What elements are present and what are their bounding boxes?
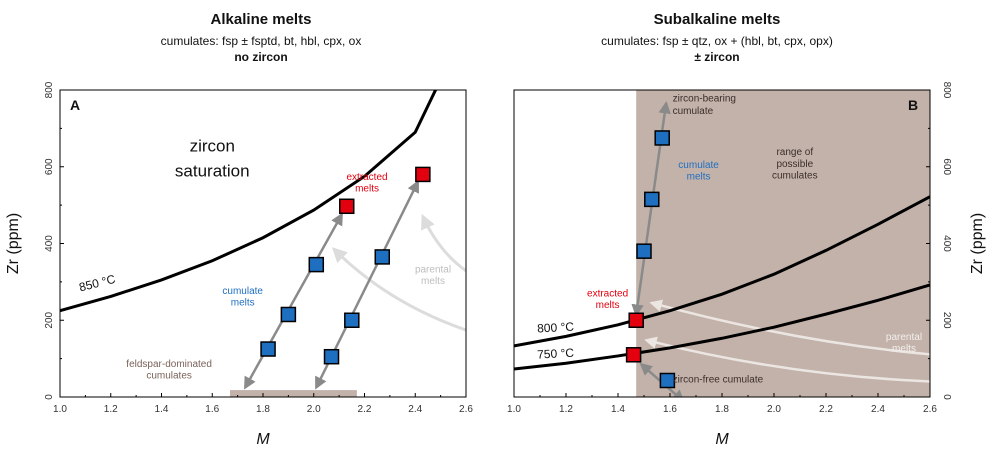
cumulate-melts-label: cumulate bbox=[222, 286, 263, 297]
cumulate-point bbox=[260, 341, 276, 357]
x-tick-label: 1.0 bbox=[507, 404, 521, 415]
x-tick-label: 2.6 bbox=[459, 404, 473, 415]
zircon-saturation-curve bbox=[60, 90, 437, 313]
zircon-saturation-curve bbox=[514, 195, 930, 348]
range-label: possible bbox=[776, 159, 813, 170]
y-tick-label: 200 bbox=[44, 311, 55, 328]
x-tick-label: 1.4 bbox=[611, 404, 625, 415]
y-tick-label: 0 bbox=[941, 394, 952, 400]
y-tick-label: 400 bbox=[44, 235, 55, 252]
extracted-melt-point bbox=[625, 347, 642, 363]
y-tick-label: 400 bbox=[941, 235, 952, 252]
saturation-label: saturation bbox=[175, 161, 250, 180]
parental-melt-arrow bbox=[649, 299, 930, 356]
y-tick-label: 600 bbox=[44, 158, 55, 175]
cumulate-point bbox=[323, 348, 340, 365]
zircon-saturation-curve bbox=[514, 283, 930, 371]
plot-area bbox=[514, 90, 930, 397]
zircon-free-label: zircon-free cumulate bbox=[673, 374, 764, 385]
zircon-label: zircon bbox=[190, 136, 235, 155]
panel-b-subtitle: cumulates: fsp ± qtz, ox + (hbl, bt, cpx… bbox=[601, 34, 833, 48]
curve-label: 800 °C bbox=[537, 320, 575, 336]
x-tick-label: 2.2 bbox=[358, 404, 372, 415]
cumulate-point bbox=[374, 249, 391, 265]
panel-b-title: Subalkaline melts bbox=[654, 11, 781, 28]
cumulate-point bbox=[308, 256, 325, 273]
panel-b: 1.0 1.2 1.4 1.6 1.8 2.0 2.2 2.4 2.6 0 200 400 600 800… bbox=[507, 82, 986, 448]
extracted-melt-point bbox=[628, 312, 644, 328]
parental-melts-label: melts bbox=[421, 276, 445, 287]
x-tick-label: 1.4 bbox=[155, 404, 169, 415]
panel-b-subtitle2: ± zircon bbox=[694, 50, 739, 64]
cumulate-point bbox=[644, 191, 660, 208]
cumulate-range-shaded-region bbox=[636, 90, 930, 397]
x-tick-label: 1.6 bbox=[663, 404, 677, 415]
x-tick-label: 2.2 bbox=[819, 404, 833, 415]
curve-label: 850 °C bbox=[78, 272, 117, 295]
x-tick-label: 1.8 bbox=[715, 404, 729, 415]
panel-a-subtitle2: no zircon bbox=[234, 50, 287, 64]
x-tick-label: 1.6 bbox=[205, 404, 219, 415]
cumulate-melts-label: melts bbox=[231, 298, 255, 309]
extracted-melt-point bbox=[415, 166, 431, 183]
x-tick-label: 1.8 bbox=[256, 404, 270, 415]
cumulate-point bbox=[344, 312, 360, 328]
cumulate-point bbox=[280, 306, 297, 323]
zircon-bearing-label: cumulate bbox=[673, 106, 714, 117]
parental-melt-arrow bbox=[644, 336, 930, 383]
feldspar-cumulates-label: feldspar-dominated bbox=[126, 359, 212, 370]
extracted-melts-label: extracted bbox=[346, 172, 387, 183]
y-tick-label: 800 bbox=[941, 82, 952, 99]
x-tick-label: 1.2 bbox=[104, 404, 118, 415]
zircon-bearing-label: zircon-bearing bbox=[673, 94, 736, 105]
extracted-melt-point bbox=[338, 198, 355, 215]
extracted-melts-label: melts bbox=[355, 184, 379, 195]
x-axis-label: M bbox=[256, 431, 270, 448]
x-tick-label: 1.2 bbox=[559, 404, 573, 415]
range-label: range of bbox=[776, 147, 813, 158]
curve-label: 750 °C bbox=[537, 346, 575, 362]
extracted-melts-label: extracted bbox=[587, 288, 628, 299]
panel-a: 1.0 1.2 1.4 1.6 1.8 2.0 2.2 2.4 2.6 0 200 400 600 800… bbox=[5, 81, 473, 448]
feldspar-cumulates-label: cumulates bbox=[146, 371, 192, 382]
y-axis-label: Zr (ppm) bbox=[5, 213, 22, 274]
panel-label: B bbox=[908, 97, 918, 113]
y-axis-label: Zr (ppm) bbox=[969, 213, 986, 274]
extracted-melts-label: melts bbox=[596, 300, 620, 311]
y-tick-label: 0 bbox=[44, 394, 55, 400]
range-label: cumulates bbox=[772, 170, 818, 181]
parental-melts-label: parental bbox=[415, 264, 451, 275]
x-tick-label: 2.6 bbox=[923, 404, 937, 415]
cumulate-point bbox=[654, 130, 670, 146]
parental-melts-label: melts bbox=[892, 344, 916, 355]
x-tick-label: 2.0 bbox=[767, 404, 781, 415]
panel-label: A bbox=[70, 97, 80, 113]
x-tick-label: 1.0 bbox=[53, 404, 67, 415]
x-axis-label: M bbox=[715, 431, 729, 448]
y-tick-label: 800 bbox=[44, 81, 55, 98]
y-tick-label: 600 bbox=[941, 158, 952, 175]
parental-melts-label: parental bbox=[886, 332, 922, 343]
x-tick-label: 2.0 bbox=[307, 404, 321, 415]
y-tick-label: 200 bbox=[941, 312, 952, 329]
feldspar-shaded-region bbox=[230, 390, 357, 397]
plot-area bbox=[60, 90, 466, 397]
cumulate-point bbox=[659, 372, 676, 389]
panel-a-subtitle: cumulates: fsp ± fsptd, bt, hbl, cpx, ox bbox=[161, 34, 362, 48]
x-tick-label: 2.4 bbox=[408, 404, 422, 415]
cumulate-melts-label: cumulate bbox=[678, 160, 719, 171]
panel-a-title: Alkaline melts bbox=[211, 11, 312, 28]
x-tick-label: 2.4 bbox=[871, 404, 885, 415]
cumulate-point bbox=[636, 243, 652, 259]
cumulate-melts-label: melts bbox=[687, 171, 711, 182]
